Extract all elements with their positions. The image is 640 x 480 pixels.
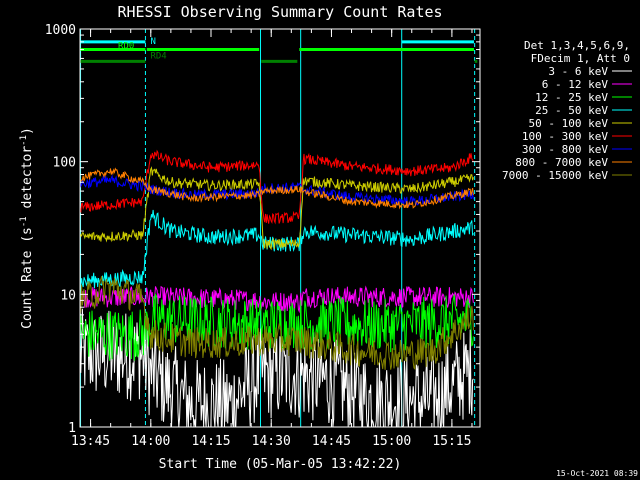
x-tick-label-6: 15:15 <box>432 434 471 449</box>
legend-entry-label-3: 25 - 50 keV <box>535 104 608 117</box>
series-line-1 <box>79 285 474 314</box>
series-line-7 <box>79 167 474 210</box>
legend-header-2: FDecim 1, Att 0 <box>531 52 630 65</box>
y-tick-label-3: 1000 <box>45 23 76 38</box>
y-axis-label-sup2: -1 <box>19 135 29 146</box>
legend-entry-label-2: 12 - 25 keV <box>535 91 608 104</box>
series-line-4 <box>79 166 474 251</box>
y-axis-label: Count Rate (s-1 detector-1) <box>19 127 35 329</box>
flag-label-n: N <box>150 37 155 47</box>
x-tick-label-1: 14:00 <box>131 434 170 449</box>
x-axis-label: Start Time (05-Mar-05 13:42:22) <box>159 457 402 472</box>
chart-title: RHESSI Observing Summary Count Rates <box>117 3 442 21</box>
x-axis: 13:45 14:00 14:15 14:30 14:45 15:00 15:15 <box>71 29 473 449</box>
x-tick-label-0: 13:45 <box>71 434 110 449</box>
legend-header-1: Det 1,3,4,5,6,9, <box>524 39 630 52</box>
series-line-8 <box>79 275 474 371</box>
y-axis-label-mid: detector <box>20 146 35 217</box>
y-tick-label-1: 10 <box>60 288 76 303</box>
series-line-6 <box>79 174 474 207</box>
x-tick-label-2: 14:15 <box>191 434 230 449</box>
plot-frame <box>79 28 481 428</box>
legend-entry-label-1: 6 - 12 keV <box>542 78 609 91</box>
series-line-3 <box>79 209 474 289</box>
y-axis-label-sup1: -1 <box>19 216 29 227</box>
flag-label-rd0: RD0 <box>118 42 134 52</box>
legend-entry-label-0: 3 - 6 keV <box>548 65 608 78</box>
series-line-5 <box>79 149 474 225</box>
y-axis-label-end: ) <box>20 127 35 135</box>
legend-entry-label-6: 300 - 800 keV <box>522 143 608 156</box>
timestamp: 15-Oct-2021 08:39 <box>556 469 638 478</box>
y-tick-label-2: 100 <box>53 156 76 171</box>
series-line-2 <box>79 292 474 361</box>
x-tick-label-5: 15:00 <box>372 434 411 449</box>
x-tick-label-4: 14:45 <box>312 434 351 449</box>
y-axis-label-base: Count Rate (s <box>20 227 35 329</box>
plot-area: N RD0 RD4 <box>79 29 478 429</box>
legend: Det 1,3,4,5,6,9, FDecim 1, Att 0 3 - 6 k… <box>502 39 632 182</box>
legend-entry-label-8: 7000 - 15000 keV <box>502 169 608 182</box>
legend-entry-label-7: 800 - 7000 keV <box>515 156 608 169</box>
x-tick-label-3: 14:30 <box>252 434 291 449</box>
legend-entry-label-5: 100 - 300 keV <box>522 130 608 143</box>
y-axis: 1 10 100 1000 <box>45 23 480 436</box>
legend-entry-label-4: 50 - 100 keV <box>529 117 609 130</box>
y-tick-label-0: 1 <box>68 421 76 436</box>
flag-label-rd4: RD4 <box>150 51 166 61</box>
